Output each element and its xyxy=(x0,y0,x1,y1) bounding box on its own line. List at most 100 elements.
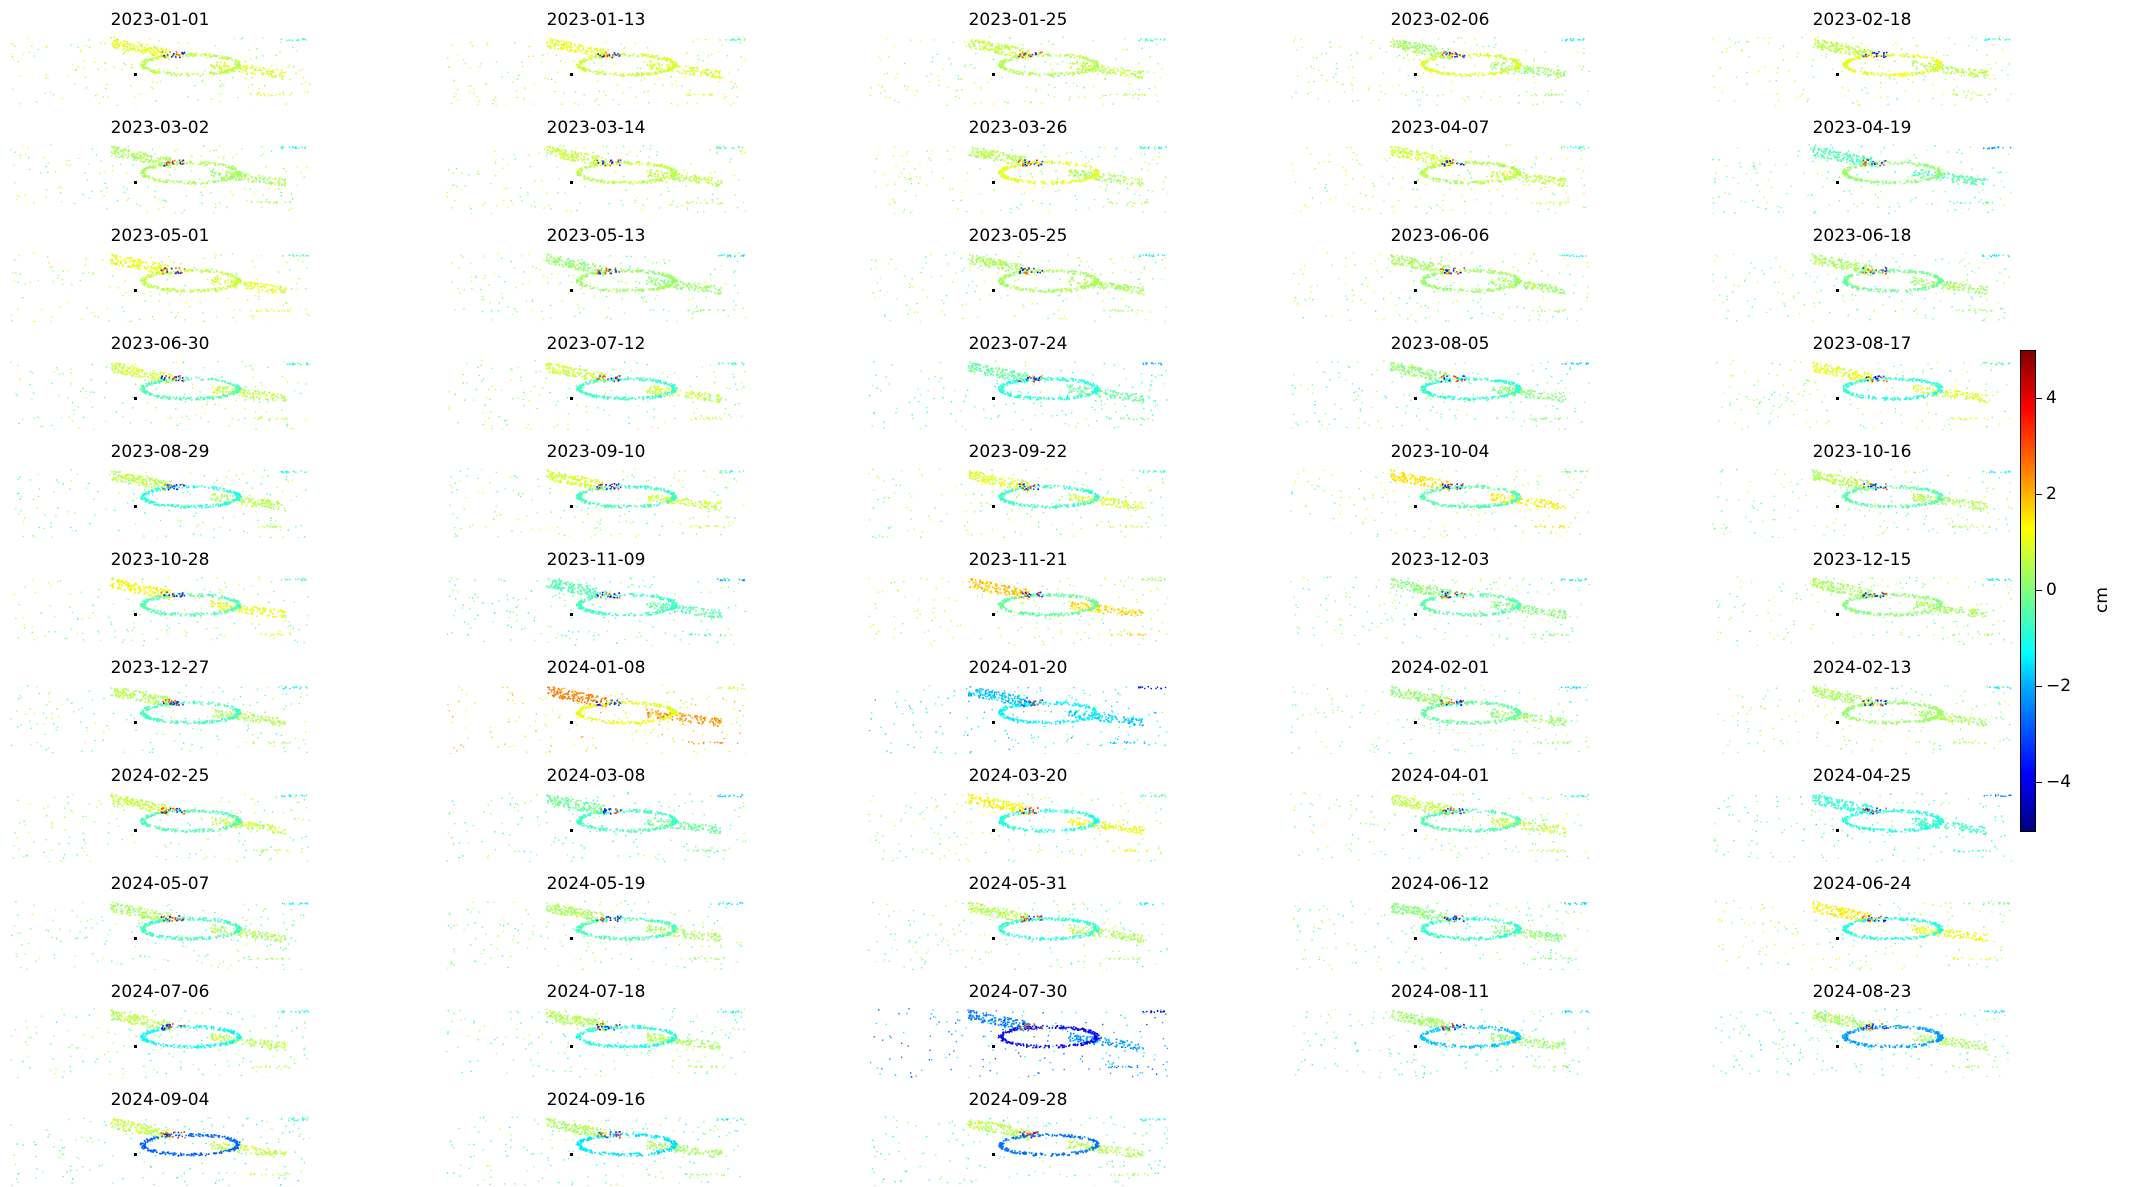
deformation-point xyxy=(139,63,142,65)
deformation-point xyxy=(559,144,561,146)
deformation-point xyxy=(238,70,241,73)
deformation-point xyxy=(1512,59,1514,62)
deformation-point xyxy=(1069,72,1071,74)
deformation-point xyxy=(601,56,603,58)
deformation-point xyxy=(209,55,211,58)
deformation-point xyxy=(1850,68,1852,71)
deformation-point xyxy=(596,156,598,159)
deformation-point xyxy=(946,104,948,106)
deformation-point xyxy=(562,42,565,45)
deformation-point xyxy=(689,70,691,73)
deformation-point xyxy=(158,56,161,58)
deformation-point xyxy=(1067,73,1069,75)
deformation-point xyxy=(227,172,229,174)
deformation-point xyxy=(1837,42,1840,45)
deformation-point xyxy=(1544,73,1547,76)
deformation-point xyxy=(1861,57,1864,59)
deformation-point xyxy=(678,176,680,179)
deformation-point xyxy=(103,62,105,65)
deformation-point xyxy=(534,180,536,182)
deformation-point xyxy=(47,171,49,174)
deformation-point xyxy=(1101,64,1103,67)
deformation-point xyxy=(143,66,146,68)
deformation-point xyxy=(1885,74,1888,77)
deformation-point xyxy=(1917,55,1920,57)
deformation-point xyxy=(1429,49,1431,51)
deformation-point xyxy=(1892,44,1894,46)
deformation-point xyxy=(1086,58,1089,61)
deformation-point xyxy=(566,158,568,160)
deformation-point xyxy=(577,159,579,162)
deformation-point xyxy=(657,72,659,75)
deformation-point xyxy=(1884,73,1887,76)
deformation-point xyxy=(1403,40,1405,42)
deformation-point xyxy=(1023,50,1025,52)
deformation-point xyxy=(1957,68,1960,71)
deformation-point xyxy=(598,49,601,51)
deformation-point xyxy=(176,75,178,77)
deformation-point xyxy=(559,157,562,160)
deformation-point xyxy=(281,146,284,148)
deformation-point xyxy=(1434,52,1436,55)
deformation-point xyxy=(733,147,735,150)
deformation-point xyxy=(453,200,456,202)
deformation-point xyxy=(506,187,508,189)
deformation-point xyxy=(470,208,472,210)
deformation-point xyxy=(1128,93,1131,96)
deformation-point xyxy=(201,81,204,83)
deformation-point xyxy=(988,49,991,52)
deformation-point xyxy=(1984,74,1986,76)
deformation-point xyxy=(529,165,532,168)
deformation-point xyxy=(1861,89,1863,91)
deformation-point xyxy=(739,42,741,44)
deformation-point xyxy=(152,164,154,167)
deformation-point xyxy=(1871,71,1873,74)
deformation-point xyxy=(913,95,915,97)
deformation-point xyxy=(1837,47,1840,50)
deformation-point xyxy=(1157,63,1159,65)
deformation-point xyxy=(1451,56,1453,58)
deformation-point xyxy=(644,54,646,56)
deformation-point xyxy=(686,207,688,209)
deformation-point xyxy=(554,150,557,152)
deformation-point xyxy=(1402,39,1404,42)
deformation-point xyxy=(71,63,74,65)
deformation-point xyxy=(1820,55,1822,57)
deformation-point xyxy=(1107,66,1109,68)
deformation-point xyxy=(1900,75,1902,77)
deformation-point xyxy=(1923,71,1926,74)
deformation-point xyxy=(218,174,220,177)
deformation-point xyxy=(1879,65,1881,67)
deformation-point xyxy=(447,57,449,59)
deformation-point xyxy=(274,202,276,204)
deformation-point xyxy=(235,67,237,70)
deformation-point xyxy=(1912,37,1914,39)
deformation-point xyxy=(61,187,63,189)
deformation-point xyxy=(524,87,526,89)
deformation-point xyxy=(516,90,518,92)
deformation-point xyxy=(163,49,165,51)
deformation-point xyxy=(719,70,721,73)
deformation-point xyxy=(1433,70,1436,73)
deformation-point xyxy=(1855,51,1857,54)
deformation-point xyxy=(1073,63,1076,65)
deformation-point xyxy=(1402,46,1405,49)
deformation-point xyxy=(181,160,184,162)
deformation-point xyxy=(1834,51,1837,54)
deformation-point xyxy=(1529,67,1532,70)
deformation-point xyxy=(1161,68,1163,70)
deformation-point xyxy=(956,89,958,92)
deformation-point xyxy=(1448,54,1451,56)
deformation-point xyxy=(118,146,120,149)
deformation-point xyxy=(1726,47,1728,50)
deformation-point xyxy=(710,179,712,181)
deformation-point xyxy=(1828,49,1830,51)
deformation-point xyxy=(696,181,698,184)
deformation-point xyxy=(300,172,302,174)
deformation-point xyxy=(284,178,286,181)
deformation-point xyxy=(610,55,613,57)
deformation-point xyxy=(1860,70,1862,72)
deformation-point xyxy=(1899,54,1901,57)
deformation-point xyxy=(653,71,656,74)
deformation-point xyxy=(228,68,230,71)
